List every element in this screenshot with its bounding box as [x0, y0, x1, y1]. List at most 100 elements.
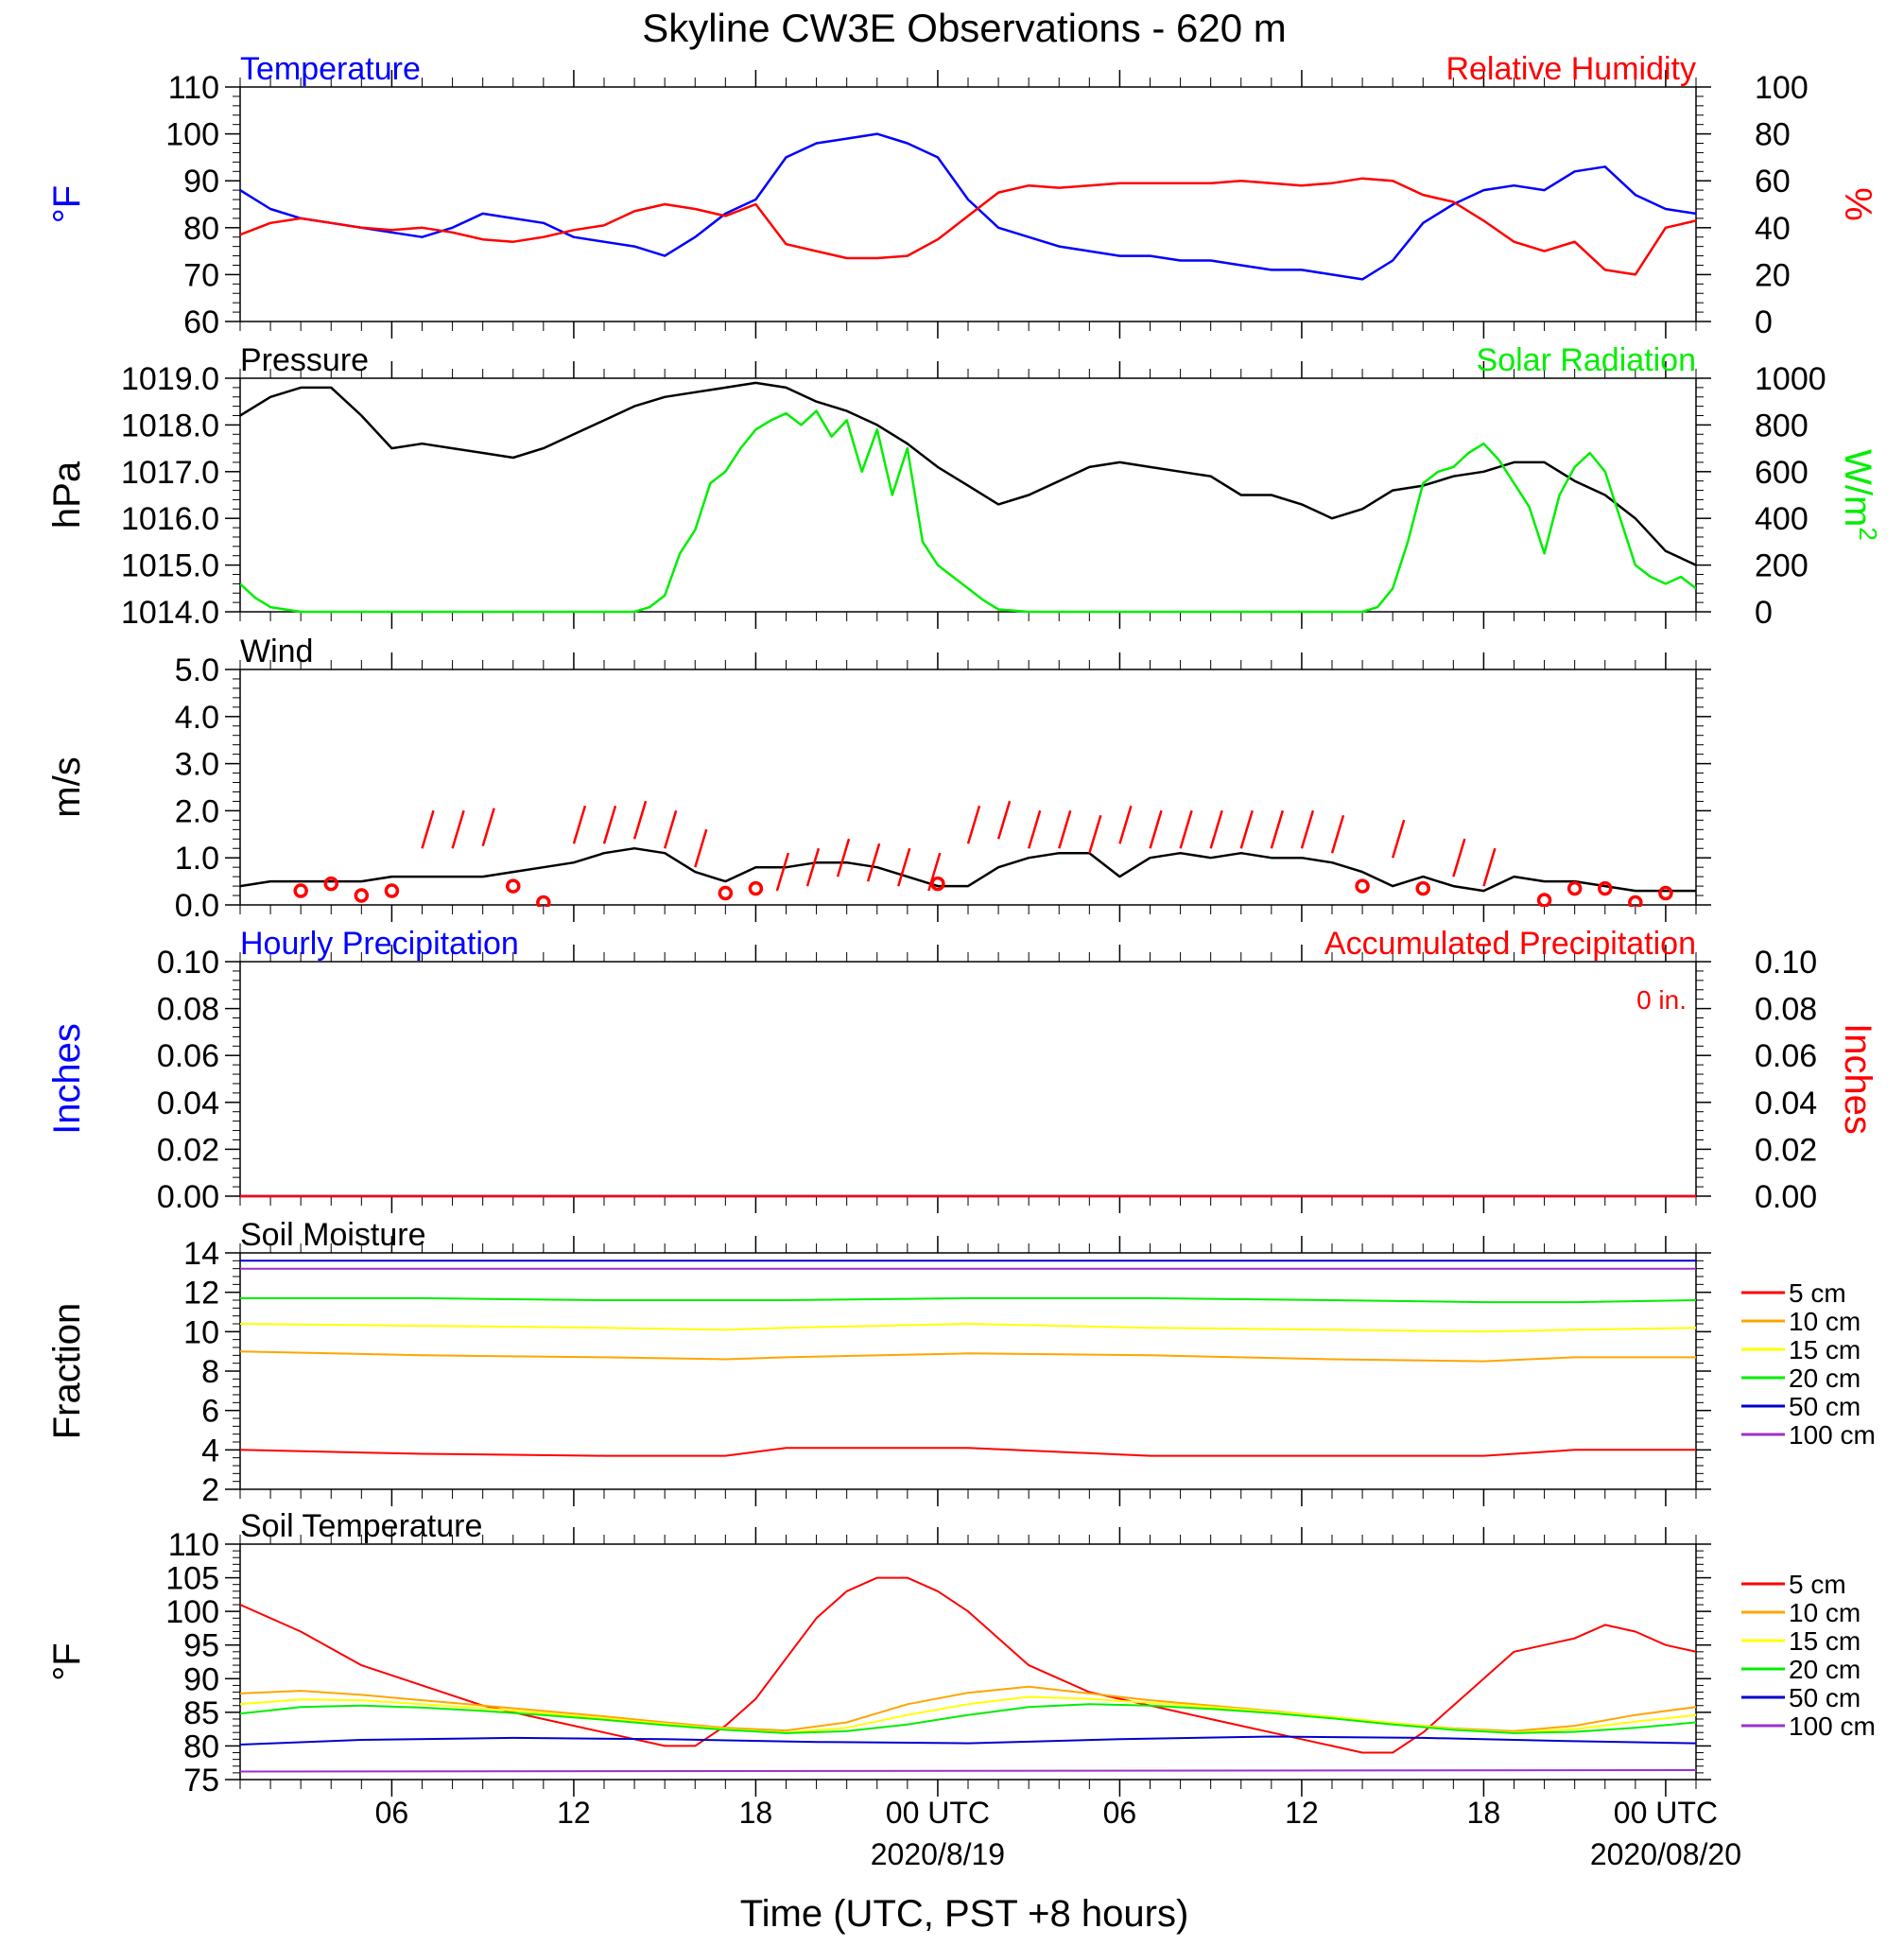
legend-label: 15 cm — [1789, 1626, 1861, 1656]
y-tick-label-right: 0.06 — [1755, 1038, 1817, 1074]
y-tick-label-right: 0 — [1755, 595, 1773, 631]
y-tick-label: 0.06 — [157, 1038, 219, 1074]
series-group — [240, 132, 1696, 281]
y-tick-label: 105 — [165, 1561, 219, 1597]
panel-left-title: Pressure — [240, 342, 369, 378]
wind-barb — [1330, 814, 1345, 854]
y-tick-label: 0.10 — [157, 945, 219, 981]
wind-calm-circle — [384, 883, 400, 898]
x-date-label: 2020/08/20 — [1590, 1837, 1741, 1871]
y-tick-label-right: 0.02 — [1755, 1132, 1817, 1168]
y-tick-label: 1019.0 — [121, 361, 219, 397]
y-tick-label: 5.0 — [175, 652, 219, 688]
wind-barb — [663, 809, 678, 849]
wind-barb — [1452, 838, 1466, 877]
y-tick-label: 2 — [201, 1472, 219, 1508]
wind-barb — [1391, 819, 1406, 859]
y-axis-label-right: W/m2 — [1837, 449, 1882, 541]
y-tick-label: 8 — [201, 1354, 219, 1390]
wind-calm-circle — [718, 885, 734, 901]
y-tick-label: 1016.0 — [121, 501, 219, 537]
legend-label: 20 cm — [1789, 1364, 1861, 1393]
panel-left-title: Temperature — [240, 51, 421, 87]
series-line-5-cm — [240, 1447, 1696, 1457]
series-line-20-cm — [240, 1296, 1696, 1304]
y-tick-label: 70 — [183, 257, 219, 293]
series-line-solar-radiation — [240, 409, 1696, 614]
legend-label: 50 cm — [1789, 1683, 1861, 1712]
y-tick-label-right: 40 — [1755, 211, 1791, 247]
series-line-5-cm — [240, 1576, 1696, 1754]
y-tick-label: 100 — [165, 1594, 219, 1630]
x-tick-label: 12 — [1285, 1796, 1319, 1830]
legend-label: 20 cm — [1789, 1655, 1861, 1684]
wind-calm-circle — [1566, 880, 1583, 896]
y-tick-label: 110 — [168, 70, 219, 106]
wind-calm-circle — [506, 878, 521, 894]
legend-label: 5 cm — [1789, 1570, 1846, 1599]
x-tick-label: 12 — [557, 1796, 591, 1830]
y-tick-label: 6 — [201, 1394, 219, 1430]
wind-barb — [866, 843, 881, 882]
y-axis-label-left: Fraction — [46, 1303, 88, 1440]
series-group — [240, 800, 1696, 907]
y-tick-label-right: 0 — [1755, 304, 1773, 340]
y-tick-label: 0.04 — [157, 1086, 219, 1121]
series-line-wind — [240, 846, 1696, 893]
y-tick-label-right: 1000 — [1755, 361, 1826, 397]
y-tick-label: 14 — [183, 1236, 219, 1272]
wind-barb — [1482, 847, 1497, 887]
legend-label: 10 cm — [1789, 1307, 1861, 1336]
series-group — [240, 1576, 1696, 1773]
series-line-100-cm — [240, 1769, 1696, 1773]
y-tick-label-right: 200 — [1755, 548, 1809, 584]
y-tick-label: 1018.0 — [121, 408, 219, 443]
panel-right-title: Solar Radiation — [1477, 342, 1696, 378]
y-tick-label: 10 — [183, 1314, 219, 1350]
y-tick-label: 85 — [183, 1695, 219, 1731]
panel-left-title: Soil Temperature — [240, 1508, 482, 1544]
wind-barb — [805, 847, 821, 887]
wind-calm-circle — [1415, 880, 1430, 896]
wind-barb — [694, 828, 708, 868]
y-tick-label: 1.0 — [175, 841, 219, 877]
panel-annotation: 0 in. — [1636, 985, 1687, 1015]
y-tick-label: 3.0 — [175, 747, 219, 783]
y-tick-label: 95 — [183, 1628, 219, 1664]
panel-frame — [239, 1543, 1697, 1781]
legend-label: 100 cm — [1789, 1420, 1876, 1450]
y-axis-label-right: % — [1837, 187, 1878, 221]
wind-barb — [897, 847, 911, 887]
x-tick-label: 18 — [739, 1796, 773, 1830]
wind-calm-circle — [354, 888, 370, 903]
wind-calm-circle — [293, 883, 308, 898]
wind-calm-circle — [930, 876, 945, 892]
legend-label: 15 cm — [1789, 1335, 1861, 1364]
y-tick-label: 1015.0 — [121, 548, 219, 584]
wind-barb — [1058, 809, 1072, 849]
y-tick-label-right: 0.10 — [1755, 945, 1817, 981]
y-tick-label: 0.00 — [157, 1179, 219, 1215]
y-tick-label: 90 — [183, 1661, 219, 1697]
y-tick-label: 75 — [183, 1763, 219, 1798]
legend-label: 50 cm — [1789, 1392, 1861, 1421]
wind-barb — [451, 809, 465, 849]
y-tick-label: 4.0 — [175, 700, 219, 736]
y-tick-label-right: 400 — [1755, 501, 1809, 537]
wind-barb — [1088, 814, 1102, 854]
wind-barb — [1149, 809, 1163, 849]
wind-calm-circle — [1355, 878, 1370, 894]
panel-wind: 0.0 1.0 2.0 3.0 4.0 5.0 Wind m/s — [46, 634, 1711, 924]
x-tick-label: 00 UTC — [886, 1796, 990, 1830]
legend-label: 10 cm — [1789, 1598, 1861, 1627]
x-tick-label: 06 — [375, 1796, 409, 1830]
wind-barb — [1179, 809, 1193, 849]
wind-calm-circle — [323, 876, 338, 892]
y-tick-label: 2.0 — [175, 793, 219, 829]
series-group — [240, 1260, 1696, 1457]
panel-precip: 0.00 0.02 0.04 0.06 0.08 0.10 0.00 0.02 0.04 0.06… — [46, 926, 1878, 1215]
wind-barb — [1270, 809, 1285, 849]
wind-barb — [996, 800, 1012, 840]
series-line-relative-humidity — [240, 177, 1696, 276]
wind-barb — [421, 809, 435, 849]
